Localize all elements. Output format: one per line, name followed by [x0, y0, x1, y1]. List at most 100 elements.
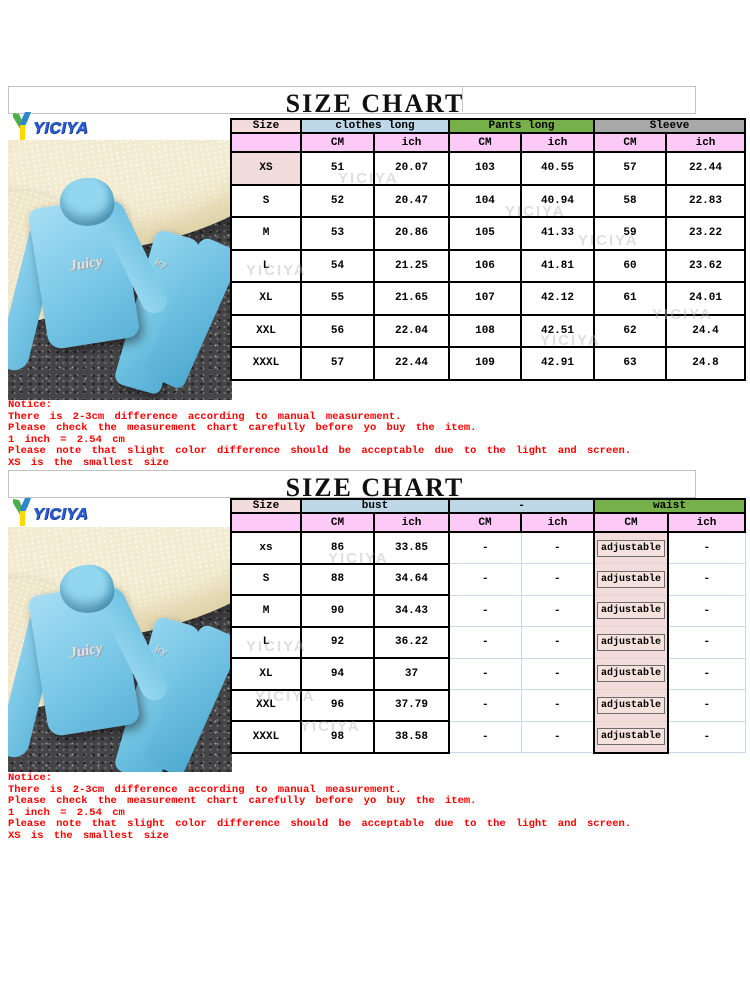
- value-cell: adjustable: [593, 594, 669, 627]
- value-cell: 22.04: [373, 313, 450, 348]
- adjustable-badge: adjustable: [596, 539, 665, 557]
- value-cell: 61: [593, 281, 667, 316]
- value-cell: -: [520, 626, 595, 659]
- title-strip-box: [8, 86, 696, 114]
- value-cell: 40.55: [520, 151, 595, 186]
- brand-logo: YICIYA: [12, 112, 88, 142]
- table-row: xs 86 33.85- - adjustable -: [230, 531, 746, 565]
- table-row: XXXL 98 38.58- - adjustable -: [230, 720, 746, 754]
- value-cell: 22.44: [373, 346, 450, 381]
- table-row: XXXL 57 22.44 109 42.91 63 24.8: [230, 346, 746, 381]
- value-cell: -: [667, 657, 746, 690]
- unit-header-row: CM ich CM ich CM ich: [230, 132, 746, 153]
- group-header: -: [448, 498, 595, 514]
- value-cell: -: [448, 626, 522, 659]
- value-cell: 23.22: [665, 216, 746, 251]
- value-cell: 20.86: [373, 216, 450, 251]
- product-photo: icy Juicy: [8, 527, 232, 772]
- unit-header: CM: [300, 512, 375, 533]
- table-row: XXL 56 22.04 108 42.51 62 24.4: [230, 313, 746, 348]
- table-row: XS 51 20.07 103 40.55 57 22.44: [230, 151, 746, 186]
- value-cell: -: [448, 657, 522, 690]
- size-cell: XXL: [230, 688, 302, 722]
- value-cell: 104: [448, 183, 522, 218]
- value-cell: -: [520, 531, 595, 564]
- value-cell: 62: [593, 313, 667, 348]
- value-cell: 98: [300, 720, 375, 754]
- value-cell: -: [667, 720, 746, 753]
- notice-heading: Notice:: [8, 399, 53, 411]
- size-cell: S: [230, 562, 302, 596]
- value-cell: 109: [448, 346, 522, 381]
- adjustable-badge: adjustable: [596, 602, 665, 620]
- size-table-2: Size bust - waist CM ich CM ich CM ich xs 86 33.85- -…: [230, 498, 746, 754]
- adjustable-badge: adjustable: [596, 570, 665, 588]
- table-header-row: Size clothes long Pants long Sleeve: [230, 118, 746, 134]
- size-cell: S: [230, 183, 302, 218]
- unit-header-row: CM ich CM ich CM ich: [230, 512, 746, 533]
- adjustable-badge: adjustable: [596, 728, 665, 745]
- value-cell: 34.43: [373, 594, 450, 628]
- value-cell: 58: [593, 183, 667, 218]
- logo-text: YICIYA: [33, 506, 89, 523]
- value-cell: 51: [300, 151, 375, 186]
- value-cell: adjustable: [593, 720, 669, 754]
- adjustable-badge: adjustable: [596, 665, 665, 683]
- value-cell: adjustable: [593, 689, 669, 722]
- value-cell: 37: [373, 657, 450, 691]
- value-cell: 33.85: [373, 531, 450, 565]
- value-cell: 107: [448, 281, 522, 316]
- size-cell: M: [230, 594, 302, 628]
- notice-line: Please note that slight color difference…: [8, 445, 632, 458]
- value-cell: 42.91: [520, 346, 595, 381]
- product-photo: icy Juicy: [8, 140, 232, 400]
- value-cell: 21.25: [373, 248, 450, 283]
- unit-header: ich: [373, 132, 450, 153]
- value-cell: 24.01: [665, 281, 746, 316]
- page-title: SIZE CHART: [285, 89, 465, 118]
- brand-logo: YICIYA: [12, 498, 88, 528]
- value-cell: -: [667, 689, 746, 722]
- logo-y-icon: [12, 498, 32, 528]
- value-cell: -: [448, 720, 522, 753]
- value-cell: 42.12: [520, 281, 595, 316]
- unit-header: CM: [593, 132, 667, 153]
- value-cell: -: [448, 531, 522, 564]
- value-cell: 52: [300, 183, 375, 218]
- value-cell: 88: [300, 562, 375, 596]
- size-cell: L: [230, 625, 302, 659]
- value-cell: 24.4: [665, 313, 746, 348]
- value-cell: 22.83: [665, 183, 746, 218]
- size-table-1-container: Size clothes long Pants long Sleeve CM ich CM i…: [230, 118, 746, 381]
- value-cell: 56: [300, 313, 375, 348]
- size-cell: XL: [230, 281, 302, 316]
- value-cell: 20.47: [373, 183, 450, 218]
- value-cell: adjustable: [593, 563, 669, 596]
- unit-header: ich: [665, 132, 746, 153]
- value-cell: -: [667, 531, 746, 564]
- value-cell: adjustable: [593, 626, 669, 659]
- value-cell: 24.8: [665, 346, 746, 381]
- value-cell: 37.79: [373, 688, 450, 722]
- adjustable-badge: adjustable: [596, 633, 665, 651]
- value-cell: 86: [300, 531, 375, 565]
- group-header: Pants long: [448, 118, 595, 134]
- notice-heading: Notice:: [8, 772, 53, 784]
- value-cell: 59: [593, 216, 667, 251]
- logo-y-icon: [12, 112, 32, 142]
- value-cell: 23.62: [665, 248, 746, 283]
- value-cell: 94: [300, 657, 375, 691]
- size-column-header: Size: [230, 498, 302, 514]
- notice-block: Notice: There is 2-3cm difference accord…: [8, 772, 748, 843]
- value-cell: -: [520, 594, 595, 627]
- value-cell: 57: [593, 151, 667, 186]
- group-header: bust: [300, 498, 450, 514]
- value-cell: 105: [448, 216, 522, 251]
- unit-header: ich: [667, 512, 746, 533]
- value-cell: -: [448, 563, 522, 596]
- group-header: waist: [593, 498, 746, 514]
- value-cell: adjustable: [593, 657, 669, 690]
- value-cell: 106: [448, 248, 522, 283]
- logo-text: YICIYA: [33, 120, 89, 137]
- size-column-header: Size: [230, 118, 302, 134]
